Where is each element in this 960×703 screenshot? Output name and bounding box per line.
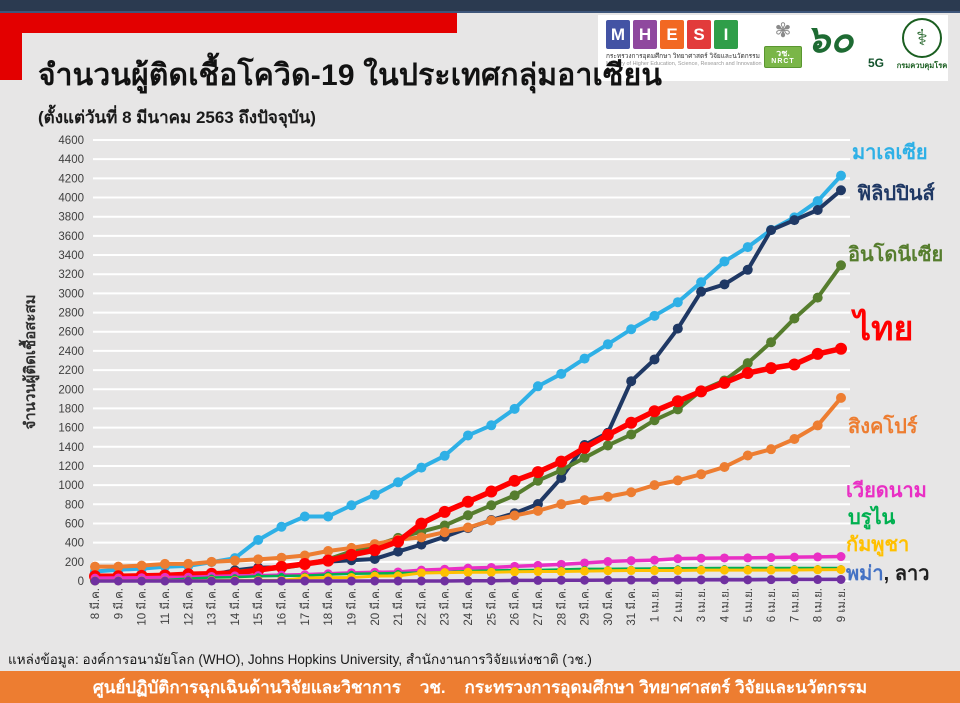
source-text: แหล่งข้อมูล: องค์การอนามัยโลก (WHO), Joh… [8,652,592,667]
footer-bar: ศูนย์ปฏิบัติการฉุกเฉินด้านวิจัยและวิชากา… [0,671,960,703]
mhesi-letter-h: H [633,20,657,49]
svg-text:24 มี.ค.: 24 มี.ค. [462,588,475,626]
svg-text:3000: 3000 [58,288,84,300]
svg-text:2000: 2000 [58,384,84,396]
svg-text:14 มี.ค.: 14 มี.ค. [229,588,242,626]
svg-text:3200: 3200 [58,269,84,281]
y-axis-title: จำนวนผู้ติดเชื้อสะสม [22,294,39,430]
svg-text:31 มี.ค.: 31 มี.ค. [625,588,638,626]
svg-text:1200: 1200 [58,461,84,473]
svg-text:4200: 4200 [58,173,84,185]
svg-text:1000: 1000 [58,480,84,492]
svg-text:1600: 1600 [58,423,84,435]
svg-text:4 เม.ย.: 4 เม.ย. [719,588,731,622]
series-thailand [89,342,847,583]
svg-text:22 มี.ค.: 22 มี.ค. [415,588,428,626]
mhesi-caption-thai: กระทรวงการอุดมศึกษา วิทยาศาสตร์ วิจัยและ… [606,53,760,60]
red-accent-band [0,13,457,33]
mhesi-letter-i: I [714,20,738,49]
svg-text:200: 200 [65,557,84,569]
svg-text:4400: 4400 [58,154,84,166]
ddc-caption: กรมควบคุมโรค [896,61,948,70]
svg-text:0: 0 [78,576,84,588]
series-indonesia [90,260,846,586]
svg-text:3 เม.ย.: 3 เม.ย. [696,588,708,622]
x-axis-tick-labels: 8 มี.ค. 9 มี.ค. 10 มี.ค. 11 มี.ค. 12 มี.ค. 13… [89,588,848,626]
svg-text:23 มี.ค.: 23 มี.ค. [439,588,452,626]
svg-text:2800: 2800 [58,308,84,320]
svg-text:11 มี.ค.: 11 มี.ค. [159,588,172,625]
nrct-label-en: NRCT [771,58,795,65]
svg-text:30 มี.ค.: 30 มี.ค. [602,588,615,626]
svg-text:2600: 2600 [58,327,84,339]
red-accent-left-strip [0,13,22,80]
mhesi-caption-english: Ministry of Higher Education, Science, R… [606,61,762,67]
svg-text:2200: 2200 [58,365,84,377]
svg-text:19 มี.ค.: 19 มี.ค. [345,588,358,626]
svg-text:5 เม.ย.: 5 เม.ย. [743,588,755,622]
svg-text:8 มี.ค.: 8 มี.ค. [89,588,102,619]
nrct-label-box: วช. NRCT [764,46,802,68]
y-axis-tick-labels: 0 200 400 600 800 1000 1200 1400 1600 1800 2000 220… [58,135,84,588]
svg-text:2 เม.ย.: 2 เม.ย. [673,588,685,622]
svg-text:20 มี.ค.: 20 มี.ค. [369,588,382,626]
page-title: จำนวนผู้ติดเชื้อโควิด-19 ในประเทศกลุ่มอา… [38,59,663,92]
svg-text:4600: 4600 [58,135,84,147]
nrct-label-th: วช. [776,48,790,58]
svg-text:2400: 2400 [58,346,84,358]
disease-control-dept-logo: ⚕ กรมควบคุมโรค [896,18,948,72]
top-navy-bar [0,0,960,13]
svg-text:800: 800 [65,499,84,511]
svg-text:16 มี.ค.: 16 มี.ค. [276,588,289,626]
svg-text:25 มี.ค.: 25 มี.ค. [485,588,498,626]
svg-text:3400: 3400 [58,250,84,262]
footer-text: ศูนย์ปฏิบัติการฉุกเฉินด้านวิจัยและวิชากา… [92,677,868,697]
nrct-logo: ✾ วช. NRCT [764,18,802,68]
series-laos [90,574,846,586]
svg-text:28 มี.ค.: 28 มี.ค. [555,588,568,626]
medical-caduceus-icon: ⚕ [902,18,942,58]
five-g-tag: 5G [868,56,885,70]
series-singapore [90,392,846,572]
mhesi-letter-s: S [687,20,711,49]
svg-text:26 มี.ค.: 26 มี.ค. [509,588,522,626]
svg-text:13 มี.ค.: 13 มี.ค. [206,588,219,626]
mhesi-letter-e: E [660,20,684,49]
svg-text:1800: 1800 [58,403,84,415]
mhesi-letter-m: M [606,20,630,49]
svg-text:600: 600 [65,518,84,530]
svg-text:27 มี.ค.: 27 มี.ค. [532,588,545,626]
page-subtitle: (ตั้งแต่วันที่ 8 มีนาคม 2563 ถึงปัจจุบัน… [38,108,316,127]
svg-text:18 มี.ค.: 18 มี.ค. [322,588,335,626]
svg-text:15 มี.ค.: 15 มี.ค. [252,588,265,626]
svg-text:9 เม.ย.: 9 เม.ย. [836,588,848,622]
svg-text:4000: 4000 [58,193,84,205]
sixty-anniversary-5g-logo: ๖๐ 5G [806,18,890,70]
svg-text:3600: 3600 [58,231,84,243]
svg-text:12 มี.ค.: 12 มี.ค. [182,588,195,626]
svg-text:21 มี.ค.: 21 มี.ค. [392,588,405,626]
svg-text:1 เม.ย.: 1 เม.ย. [650,588,662,622]
svg-text:9 มี.ค.: 9 มี.ค. [112,588,125,619]
svg-text:1400: 1400 [58,442,84,454]
svg-text:29 มี.ค.: 29 มี.ค. [579,588,592,626]
svg-text:8 เม.ย.: 8 เม.ย. [813,588,825,622]
svg-text:3800: 3800 [58,212,84,224]
nrct-flower-emblem-icon: ✾ [774,20,792,42]
svg-text:6 เม.ย.: 6 เม.ย. [766,588,778,622]
svg-text:17 มี.ค.: 17 มี.ค. [299,588,312,626]
svg-text:10 มี.ค.: 10 มี.ค. [136,588,149,626]
sixty-numeral-text: ๖๐ [806,19,854,61]
svg-text:400: 400 [65,538,84,550]
svg-text:7 เม.ย.: 7 เม.ย. [789,588,801,622]
